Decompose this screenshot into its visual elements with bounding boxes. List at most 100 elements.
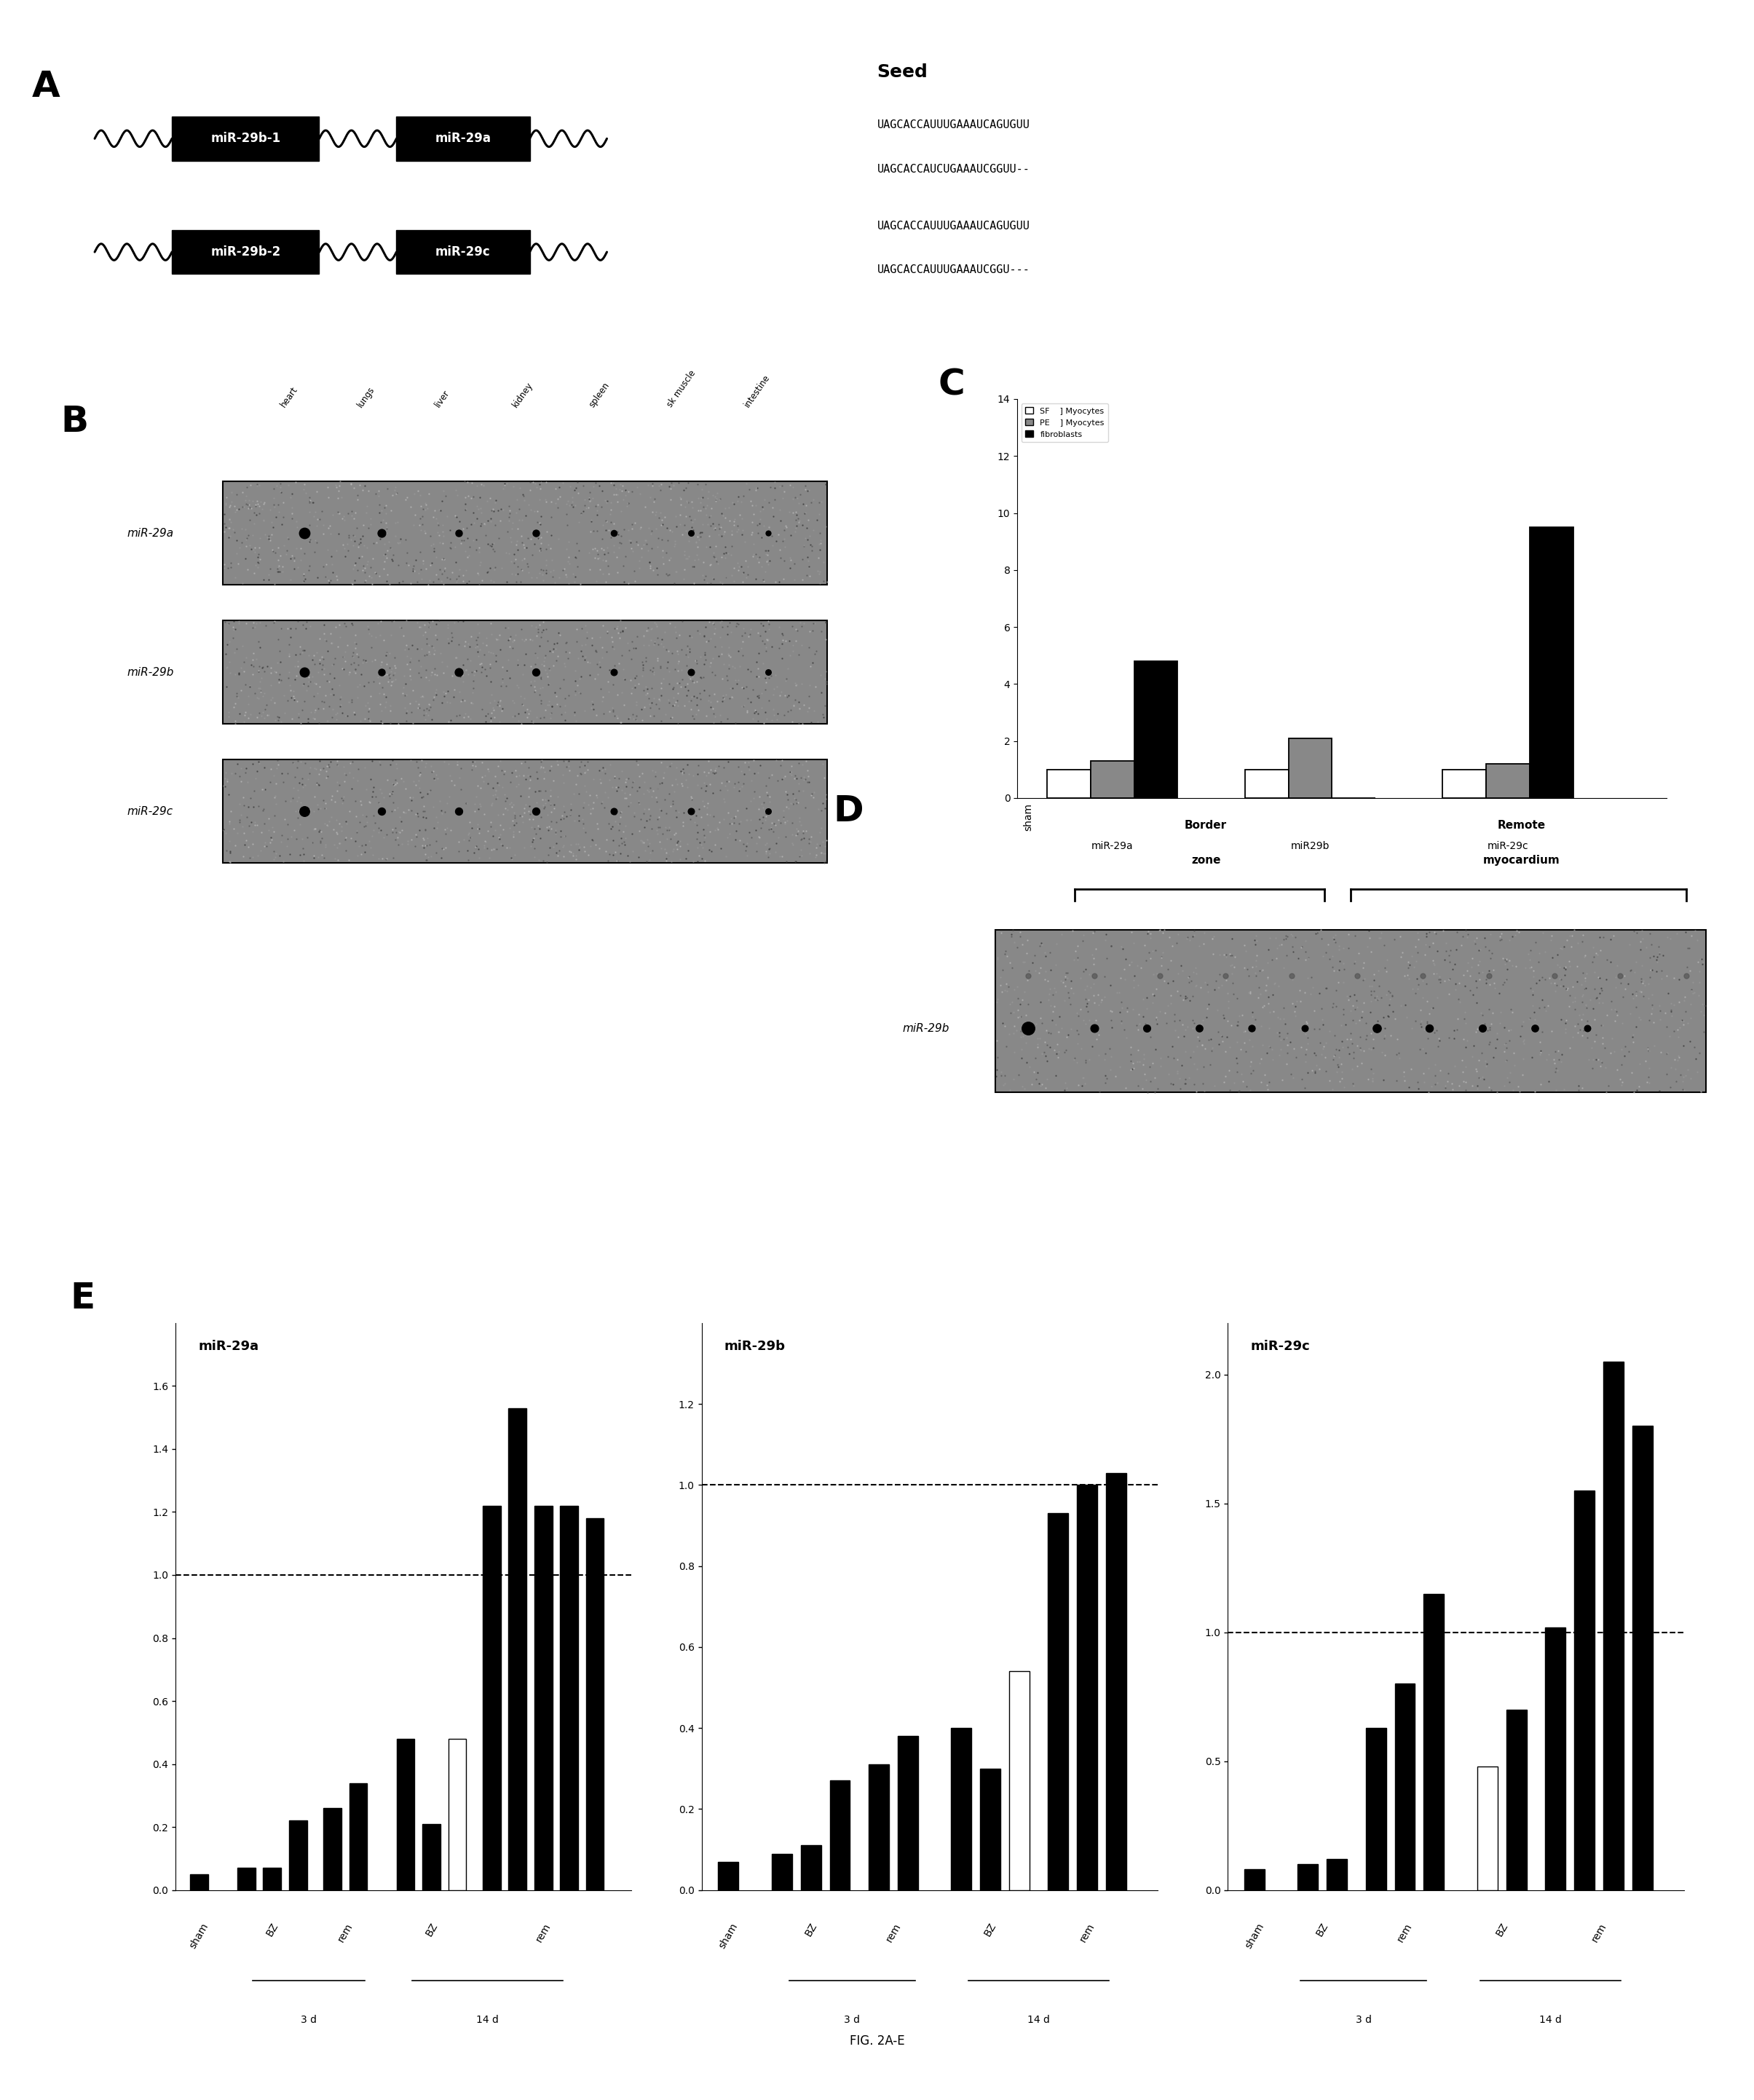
Text: sham: sham	[1023, 802, 1033, 832]
Text: UAGCACCAUCUGAAAUCGGUU--: UAGCACCAUCUGAAAUCGGUU--	[877, 164, 1030, 174]
Bar	[396, 1739, 414, 1890]
Bar	[263, 1869, 281, 1890]
Bar	[1507, 1709, 1526, 1890]
Bar	[1245, 769, 1289, 798]
FancyBboxPatch shape	[396, 231, 530, 275]
Bar	[237, 1869, 256, 1890]
FancyBboxPatch shape	[223, 481, 828, 584]
Text: rem: rem	[884, 1922, 903, 1945]
FancyBboxPatch shape	[396, 116, 530, 162]
Text: kidney: kidney	[510, 380, 535, 410]
Bar	[898, 1737, 917, 1890]
Text: miR-29b-2: miR-29b-2	[210, 246, 281, 258]
Text: BZ: BZ	[1314, 1922, 1330, 1938]
Text: heart: heart	[279, 384, 300, 410]
Text: miR-29c: miR-29c	[435, 246, 491, 258]
Bar	[1603, 1361, 1624, 1890]
Bar	[800, 1846, 821, 1890]
Text: miR-29b: miR-29b	[128, 666, 174, 678]
Bar	[1424, 1594, 1444, 1890]
Text: sham: sham	[188, 1922, 210, 1951]
Text: A: A	[32, 69, 60, 105]
Text: BZ: BZ	[265, 1922, 281, 1938]
Bar	[1047, 1514, 1068, 1890]
FancyBboxPatch shape	[172, 231, 319, 275]
Bar	[449, 1739, 467, 1890]
Bar	[951, 1728, 972, 1890]
Bar	[1394, 1684, 1415, 1890]
Text: B: B	[61, 403, 89, 439]
Text: 14 d: 14 d	[475, 2014, 498, 2024]
Text: miR-29a: miR-29a	[1091, 840, 1133, 851]
Bar	[1244, 1869, 1265, 1890]
Text: Seed: Seed	[877, 63, 928, 80]
Text: sk muscle: sk muscle	[665, 370, 698, 410]
Text: Remote: Remote	[1498, 819, 1545, 832]
Text: BZ: BZ	[982, 1922, 998, 1938]
Bar	[189, 1873, 209, 1890]
Text: 14 d: 14 d	[1540, 2014, 1561, 2024]
Bar	[1107, 1472, 1126, 1890]
Bar	[1009, 1672, 1030, 1890]
Bar	[1486, 764, 1529, 798]
Text: miR29b: miR29b	[1291, 840, 1330, 851]
Bar	[1289, 739, 1331, 798]
Bar	[1047, 769, 1091, 798]
Bar	[1091, 760, 1135, 798]
Bar	[1135, 662, 1177, 798]
Text: rem: rem	[1396, 1922, 1414, 1945]
Bar	[1298, 1865, 1317, 1890]
Text: miR-29a: miR-29a	[198, 1340, 260, 1352]
Text: miR-29c: miR-29c	[1487, 840, 1529, 851]
Text: spleen: spleen	[588, 380, 612, 410]
Bar	[830, 1781, 851, 1890]
Bar	[1573, 1491, 1594, 1890]
FancyBboxPatch shape	[172, 116, 319, 162]
Text: rem: rem	[337, 1922, 354, 1945]
Bar	[1326, 1859, 1347, 1890]
Bar	[289, 1821, 307, 1890]
Bar	[535, 1506, 553, 1890]
Text: Border: Border	[1184, 819, 1228, 832]
Text: rem: rem	[533, 1922, 553, 1945]
Bar	[349, 1783, 367, 1890]
Text: lungs: lungs	[356, 384, 377, 410]
Text: E: E	[70, 1281, 95, 1317]
Bar	[482, 1506, 500, 1890]
Bar	[560, 1506, 579, 1890]
Text: BZ: BZ	[803, 1922, 819, 1938]
Text: miR-29b-1: miR-29b-1	[210, 132, 281, 145]
Bar	[772, 1854, 791, 1890]
Text: miR-29c: miR-29c	[1251, 1340, 1310, 1352]
Bar	[586, 1518, 603, 1890]
Bar	[423, 1823, 440, 1890]
Text: BZ: BZ	[1494, 1922, 1510, 1938]
Bar	[717, 1861, 738, 1890]
Bar	[980, 1768, 1000, 1890]
Text: 3 d: 3 d	[300, 2014, 317, 2024]
Bar	[1545, 1628, 1566, 1890]
Bar	[1633, 1426, 1652, 1890]
Text: UAGCACCAUUUGAAAUCAGUGUU: UAGCACCAUUUGAAAUCAGUGUU	[877, 220, 1030, 231]
Text: rem: rem	[1079, 1922, 1096, 1945]
FancyBboxPatch shape	[996, 930, 1705, 1092]
Text: sham: sham	[717, 1922, 740, 1951]
Bar	[868, 1764, 889, 1890]
Legend: SF    ] Myocytes, PE    ] Myocytes, fibroblasts: SF ] Myocytes, PE ] Myocytes, fibroblast…	[1021, 403, 1109, 441]
Bar	[1529, 527, 1573, 798]
Bar	[1477, 1766, 1498, 1890]
Text: sham: sham	[1244, 1922, 1266, 1951]
FancyBboxPatch shape	[223, 760, 828, 863]
FancyBboxPatch shape	[223, 622, 828, 724]
Text: D: D	[833, 794, 863, 830]
Text: zone: zone	[1191, 855, 1221, 865]
Text: myocardium: myocardium	[1484, 855, 1559, 865]
Text: intestine: intestine	[742, 374, 772, 410]
Text: 14 d: 14 d	[1028, 2014, 1051, 2024]
Bar	[323, 1808, 342, 1890]
Bar	[1077, 1485, 1098, 1890]
Bar	[1366, 1728, 1386, 1890]
Bar	[1444, 769, 1486, 798]
Text: miR-29c: miR-29c	[128, 806, 174, 817]
Text: liver: liver	[433, 388, 453, 410]
